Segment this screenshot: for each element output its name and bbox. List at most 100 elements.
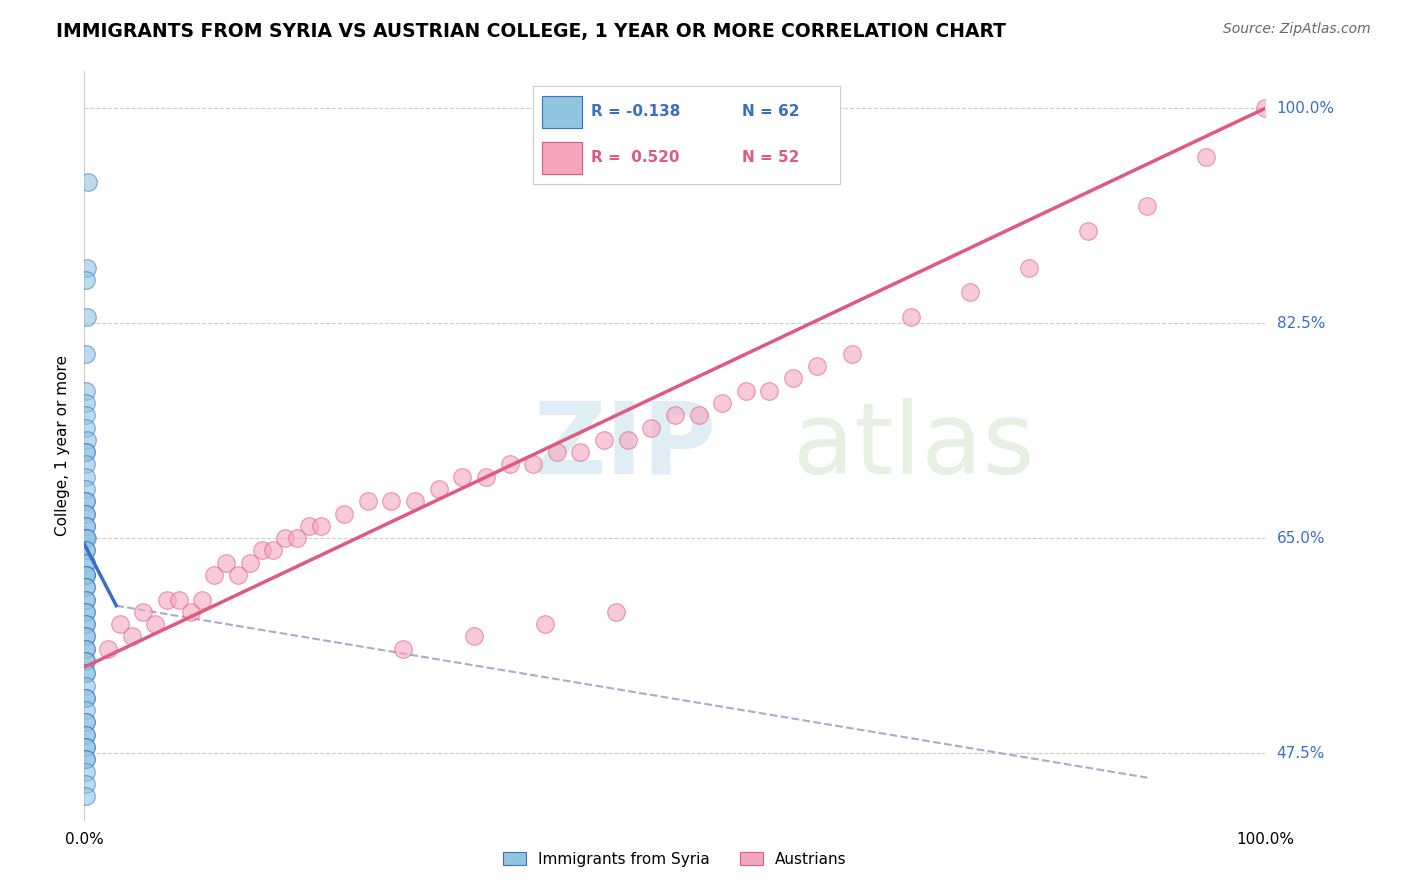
Point [75, 789, 97, 803]
Point [309, 519, 332, 533]
Text: Source: ZipAtlas.com: Source: ZipAtlas.com [1223, 22, 1371, 37]
Point [75, 728, 97, 742]
Point [75, 592, 97, 607]
Point [75, 420, 97, 434]
Point [75, 531, 97, 545]
Point [605, 605, 627, 619]
Point [451, 469, 474, 483]
Point [75, 764, 97, 779]
Point [143, 617, 166, 632]
Point [75, 580, 97, 594]
Point [75, 617, 97, 632]
Point [522, 458, 544, 472]
Point [156, 592, 179, 607]
Point [75, 715, 97, 730]
Point [758, 384, 780, 398]
Point [711, 396, 734, 410]
Point [841, 347, 863, 361]
Point [75, 482, 97, 496]
Point [75, 592, 97, 607]
Point [463, 629, 485, 643]
Point [357, 494, 380, 508]
Point [75, 384, 97, 398]
Point [76, 531, 98, 545]
Point [191, 592, 214, 607]
Point [75, 469, 97, 483]
Point [75, 690, 97, 705]
Point [640, 420, 662, 434]
Point [76, 433, 98, 447]
Point [250, 543, 273, 558]
Text: 82.5%: 82.5% [1277, 316, 1324, 331]
Point [75, 507, 97, 521]
Point [75, 494, 97, 508]
Point [734, 384, 756, 398]
Point [593, 433, 616, 447]
Point [616, 433, 638, 447]
Point [298, 519, 321, 533]
Point [75, 556, 97, 570]
Point [239, 556, 262, 570]
Point [75, 739, 97, 754]
Point [75, 396, 97, 410]
Point [392, 641, 415, 656]
Point [76, 260, 98, 275]
Point [75, 568, 97, 582]
Point [1136, 199, 1159, 213]
Point [274, 531, 297, 545]
Point [167, 592, 190, 607]
Point [75, 629, 97, 643]
Point [262, 543, 284, 558]
Point [75, 519, 97, 533]
Point [546, 445, 568, 459]
Text: atlas: atlas [793, 398, 1035, 494]
Point [180, 605, 202, 619]
Point [75, 641, 97, 656]
Text: 47.5%: 47.5% [1277, 746, 1324, 761]
Point [75, 605, 97, 619]
Point [75, 690, 97, 705]
Point [75, 703, 97, 717]
Point [1195, 150, 1218, 164]
Point [215, 556, 238, 570]
Point [75, 715, 97, 730]
Point [75, 629, 97, 643]
Point [75, 568, 97, 582]
Point [1077, 224, 1099, 238]
Point [75, 568, 97, 582]
Point [285, 531, 308, 545]
Point [132, 605, 155, 619]
Point [75, 666, 97, 681]
Point [75, 752, 97, 766]
Point [333, 507, 356, 521]
Point [75, 654, 97, 668]
Point [75, 507, 97, 521]
Point [688, 409, 710, 423]
Point [121, 629, 143, 643]
Point [202, 568, 225, 582]
Point [75, 445, 97, 459]
Point [75, 458, 97, 472]
Point [75, 543, 97, 558]
Point [404, 494, 426, 508]
Point [380, 494, 402, 508]
Point [427, 482, 450, 496]
Point [108, 617, 131, 632]
Point [475, 469, 498, 483]
Point [75, 641, 97, 656]
Point [75, 347, 97, 361]
Point [77, 175, 100, 189]
Y-axis label: College, 1 year or more: College, 1 year or more [55, 356, 70, 536]
Point [75, 494, 97, 508]
Point [75, 679, 97, 693]
Point [75, 543, 97, 558]
Point [534, 617, 557, 632]
Point [75, 654, 97, 668]
Point [75, 605, 97, 619]
Text: ZIP: ZIP [533, 398, 716, 494]
Point [75, 580, 97, 594]
Point [226, 568, 249, 582]
Point [75, 409, 97, 423]
Legend: Immigrants from Syria, Austrians: Immigrants from Syria, Austrians [496, 846, 853, 873]
Point [75, 728, 97, 742]
